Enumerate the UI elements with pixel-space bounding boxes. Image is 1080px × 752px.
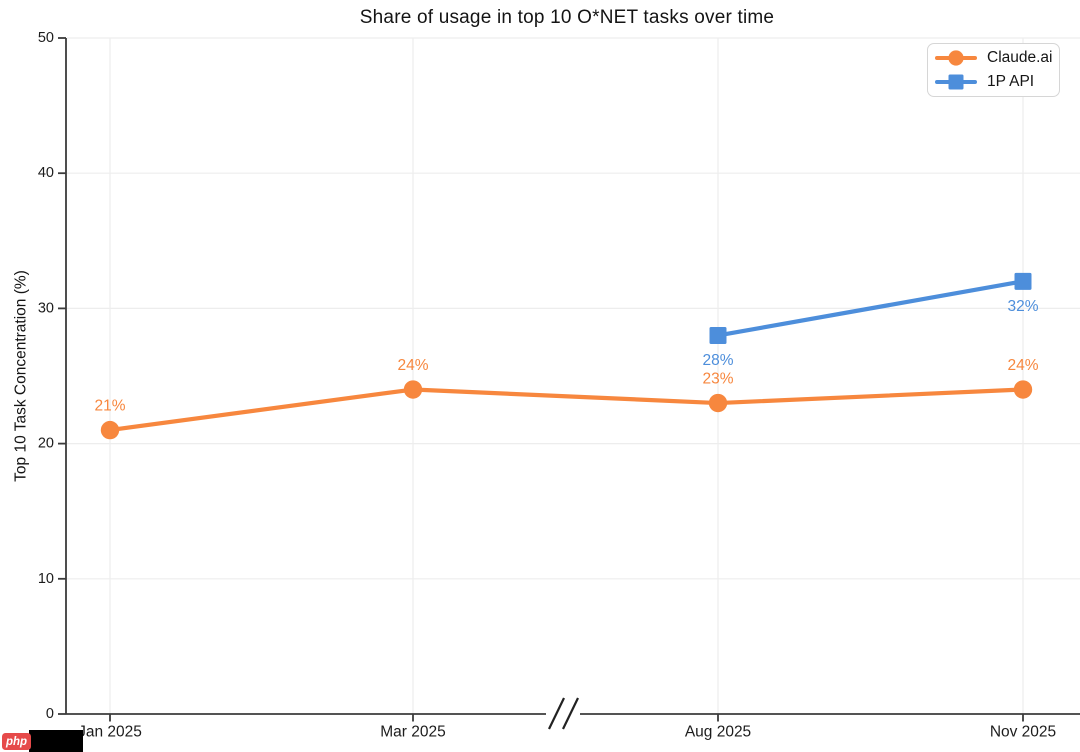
y-axis-title: Top 10 Task Concentration (%) — [13, 270, 30, 482]
y-tick-label: 30 — [38, 300, 54, 316]
watermark-black-box — [29, 730, 83, 752]
y-tick-label: 10 — [38, 571, 54, 587]
axis-break-slash-icon — [562, 697, 579, 730]
legend-item-claude-ai: Claude.ai — [928, 46, 1059, 70]
y-tick-label: 0 — [46, 706, 54, 722]
series-line-1 — [715, 279, 1026, 338]
axis-break-gap — [546, 707, 580, 721]
y-tick-label: 40 — [38, 165, 54, 181]
data-point-marker — [708, 393, 728, 413]
axis-break-slash-icon — [548, 697, 565, 730]
x-tick-label: Nov 2025 — [990, 724, 1056, 741]
data-point-label: 21% — [94, 398, 125, 415]
legend-marker-1p-api-square-icon — [935, 74, 977, 90]
data-point-marker — [403, 380, 423, 399]
legend-marker-claude-ai-circle-icon — [935, 50, 977, 66]
legend: Claude.ai 1P API — [927, 43, 1060, 97]
chart-title: Share of usage in top 10 O*NET tasks ove… — [359, 7, 775, 28]
data-point-marker — [1014, 272, 1032, 290]
y-tick-label: 50 — [38, 30, 54, 46]
data-point-label: 24% — [1007, 357, 1038, 374]
legend-label-1p-api: 1P API — [987, 73, 1035, 91]
data-point-marker — [709, 326, 727, 344]
y-tick-label: 20 — [38, 436, 54, 452]
data-point-marker — [1013, 380, 1033, 399]
legend-item-1p-api: 1P API — [928, 71, 1059, 95]
x-tick-label: Aug 2025 — [685, 724, 751, 741]
x-tick-label: Mar 2025 — [380, 724, 445, 741]
data-point-label: 24% — [397, 357, 428, 374]
data-point-label: 28% — [702, 352, 733, 369]
x-tick-label: Jan 2025 — [78, 724, 142, 741]
data-point-label: 32% — [1007, 298, 1038, 315]
data-point-label: 23% — [702, 371, 733, 388]
data-point-marker — [100, 420, 120, 440]
php-watermark-badge: php — [2, 733, 31, 750]
series-line-0 — [107, 387, 1026, 433]
legend-label-claude-ai: Claude.ai — [987, 48, 1053, 66]
